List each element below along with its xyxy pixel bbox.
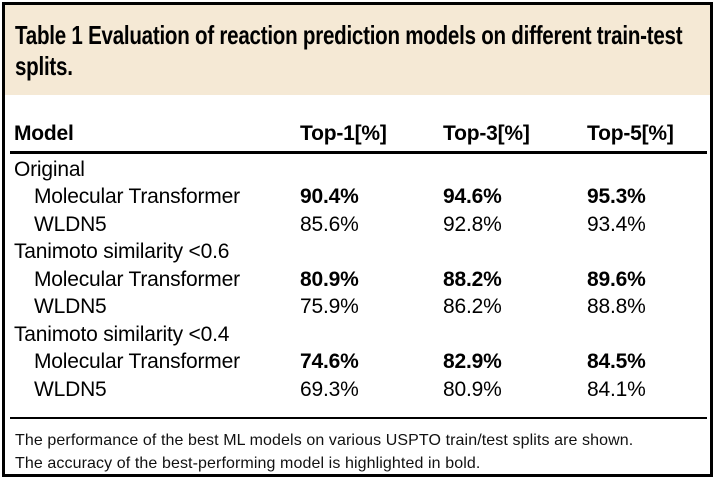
row-label: Molecular Transformer [34,267,240,291]
metric-value: 85.6% [300,212,359,236]
table-header-row: Model Top-1[%] Top-3[%] Top-5[%] [14,121,710,147]
metric-value: 82.9% [443,350,502,374]
model-row: WLDN5 69.3% 80.9% 84.1% [14,376,710,404]
footnote-line-1: The performance of the best ML models on… [15,431,634,449]
metric-value: 92.8% [443,212,502,236]
column-header-top3: Top-3[%] [443,122,530,145]
metric-value: 75.9% [300,295,359,319]
model-row: Molecular Transformer 90.4% 94.6% 95.3% [14,184,710,212]
row-label: WLDN5 [34,377,107,401]
row-label: Original [14,157,85,181]
model-row: Molecular Transformer 74.6% 82.9% 84.5% [14,349,710,377]
row-label: Tanimoto similarity <0.4 [14,322,230,346]
table-title: Table 1 Evaluation of reaction predictio… [15,20,683,81]
section-row: Tanimoto similarity <0.4 [14,321,710,349]
footnote-rule [10,416,707,419]
model-row: WLDN5 85.6% 92.8% 93.4% [14,211,710,239]
metric-value: 80.9% [300,267,359,291]
row-label: Tanimoto similarity <0.6 [14,240,230,264]
metric-value: 89.6% [587,267,646,291]
metric-value: 84.1% [587,377,646,401]
metric-value: 93.4% [587,212,646,236]
footnote-line-2: The accuracy of the best-performing mode… [15,454,481,472]
metric-value: 95.3% [587,185,646,209]
model-row: WLDN5 75.9% 86.2% 88.8% [14,294,710,322]
column-header-top5: Top-5[%] [587,122,674,145]
metric-value: 88.2% [443,267,502,291]
section-row: Original [14,156,710,184]
column-header-model: Model [14,122,74,145]
metric-value: 86.2% [443,295,502,319]
metric-value: 69.3% [300,377,359,401]
table-title-band: Table 1 Evaluation of reaction predictio… [5,5,710,95]
table-footnote: The performance of the best ML models on… [15,429,701,475]
row-label: WLDN5 [34,295,107,319]
metric-value: 80.9% [443,377,502,401]
metric-value: 94.6% [443,185,502,209]
row-label: Molecular Transformer [34,185,240,209]
table-body: Original Molecular Transformer 90.4% 94.6% 9… [5,156,710,404]
row-label: Molecular Transformer [34,350,240,374]
metric-value: 90.4% [300,185,359,209]
model-row: Molecular Transformer 80.9% 88.2% 89.6% [14,266,710,294]
metric-value: 74.6% [300,350,359,374]
table-card: Table 1 Evaluation of reaction predictio… [2,2,713,477]
section-row: Tanimoto similarity <0.6 [14,239,710,267]
metric-value: 88.8% [587,295,646,319]
column-header-top1: Top-1[%] [300,122,387,145]
row-label: WLDN5 [34,212,107,236]
metric-value: 84.5% [587,350,646,374]
header-rule [10,151,707,154]
